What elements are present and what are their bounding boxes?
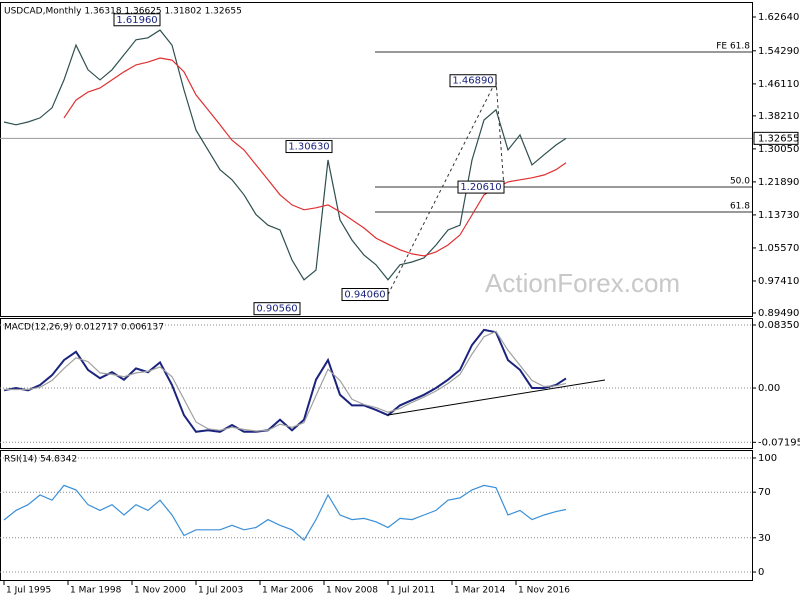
price-tag-box [253,302,301,316]
level-label: 61.8 [730,201,750,211]
x-tick-label: 1 Nov 2000 [134,586,186,596]
panel-frame [0,2,753,317]
panel-title: RSI(14) 54.8342 [4,455,77,465]
price-tag-box [113,13,161,27]
y-tick-label: 0.083505 [758,320,800,331]
level-label: 50.0 [730,177,750,187]
x-tick-label: 1 Mar 2006 [262,586,314,596]
level-label: FE 61.8 [716,42,750,52]
y-tick-label: 0.89490 [758,308,799,319]
y-tick-label: 1.13730 [758,210,799,221]
price-tag-box [285,140,333,154]
x-tick-label: 1 Mar 2014 [454,586,506,596]
y-tick-label: 1.54290 [758,46,799,57]
price-tag-label: 0.94060 [344,290,385,301]
y-tick-label: 1.46110 [758,79,799,90]
series-line [3,484,567,542]
y-tick-label: 1.05570 [758,243,799,254]
x-tick-label: 1 Jul 2011 [390,586,435,596]
panel-frame [0,450,753,581]
y-tick-label: 100 [758,453,777,464]
series-line [3,29,567,281]
last-price-label: 1.32655 [758,133,799,144]
price-tag-label: 1.46890 [452,76,493,87]
x-tick-label: 1 Jul 2003 [198,586,243,596]
price-tag-label: 0.90560 [256,304,297,315]
y-tick-label: 1.62640 [758,12,799,23]
price-tag-box [457,180,505,194]
price-tag-label: 1.61960 [116,15,157,26]
y-tick-label: 70 [758,487,771,498]
y-tick-label: 1.21890 [758,177,799,188]
x-tick-label: 1 Nov 2016 [518,586,570,596]
y-tick-label: 1.38210 [758,111,799,122]
panel-title: USDCAD,Monthly 1.36318 1.36625 1.31802 1… [4,7,242,17]
y-tick-label: 0 [758,567,764,578]
price-tag-box [341,288,389,302]
price-tag-label: 1.30630 [288,142,329,153]
series-line [3,328,567,433]
panel-frame [0,318,753,449]
y-tick-label: 0.97410 [758,276,799,287]
panel-title: MACD(12,26,9) 0.012717 0.006137 [4,323,164,333]
x-tick-label: 1 Nov 2008 [326,586,378,596]
x-tick-label: 1 Jul 1995 [6,586,51,596]
series-line [4,330,567,432]
x-tick-label: 1 Mar 1998 [70,586,122,596]
series-line [63,57,567,257]
y-tick-label: 1.30050 [758,144,799,155]
fib-dash [387,78,505,295]
last-price-box [753,131,799,145]
y-tick-label: -0.07195 [758,437,800,448]
price-tag-box [449,74,497,88]
trend-line [387,379,606,416]
y-tick-label: 0.00 [758,383,780,394]
watermark: ActionForex.com [485,268,680,298]
price-tag-label: 1.20610 [460,182,501,193]
y-tick-label: 30 [758,533,771,544]
